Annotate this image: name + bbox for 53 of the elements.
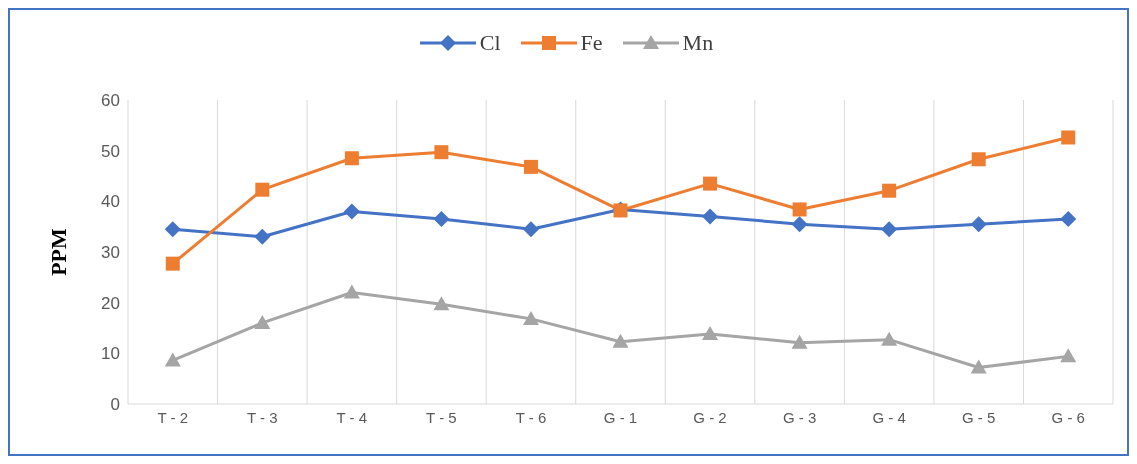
point — [791, 334, 808, 349]
x-tick-label: G - 1 — [603, 408, 638, 426]
x-tick-label: T - 4 — [336, 408, 368, 426]
point — [434, 145, 449, 160]
y-tick-label: 50 — [101, 141, 120, 161]
x-tick-label: G - 6 — [1051, 408, 1085, 426]
point — [433, 296, 450, 311]
point — [702, 208, 719, 225]
point — [882, 183, 897, 198]
point — [881, 331, 898, 346]
point — [970, 216, 987, 233]
x-tick-label: G - 3 — [782, 408, 817, 426]
point — [1060, 348, 1077, 363]
y-tick-label: 10 — [101, 344, 120, 364]
y-tick-label: 0 — [110, 395, 120, 415]
point — [522, 221, 539, 238]
point — [971, 152, 986, 167]
point — [343, 203, 360, 220]
x-tick-label: G - 5 — [962, 408, 996, 426]
point — [433, 211, 450, 228]
x-tick-label: T - 5 — [426, 408, 457, 426]
legend-label: Mn — [682, 30, 714, 56]
point — [791, 216, 808, 233]
y-tick-label: 40 — [101, 192, 120, 212]
point — [344, 151, 359, 166]
y-tick-label: 20 — [101, 293, 120, 313]
y-axis-title: PPM — [45, 227, 71, 276]
y-tick-label: 60 — [101, 91, 120, 111]
x-tick-label: G - 2 — [693, 408, 727, 426]
x-tick-label: T - 6 — [515, 408, 547, 426]
y-tick-label: 30 — [101, 243, 120, 263]
point — [522, 310, 539, 325]
point — [164, 352, 181, 367]
point — [343, 284, 360, 299]
x-tick-label: G - 4 — [872, 408, 906, 426]
legend-label: Cl — [479, 30, 501, 56]
point — [792, 202, 807, 217]
point — [164, 221, 181, 238]
point — [970, 359, 987, 374]
point — [255, 182, 270, 197]
point — [702, 326, 719, 341]
point — [523, 159, 538, 174]
point — [165, 256, 180, 271]
legend-label: Fe — [580, 30, 603, 56]
point — [881, 221, 898, 238]
point — [1061, 130, 1076, 145]
x-tick-label: T - 3 — [247, 408, 278, 426]
point — [254, 314, 271, 329]
x-tick-label: T - 2 — [157, 408, 189, 426]
point — [612, 333, 629, 348]
point — [254, 228, 271, 245]
point — [1060, 211, 1077, 228]
point — [703, 176, 718, 191]
